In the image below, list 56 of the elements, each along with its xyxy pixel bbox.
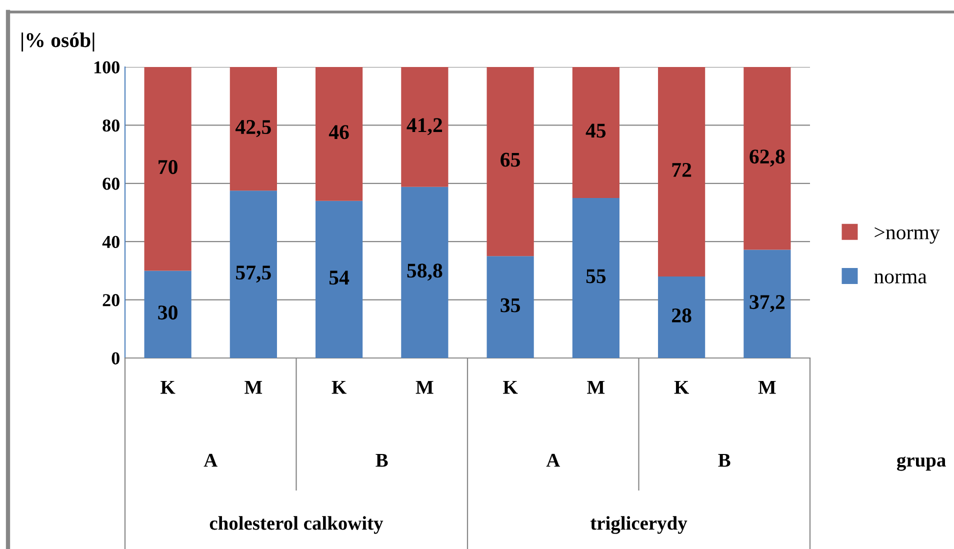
bar [401, 186, 448, 358]
y-tick-label: 80 [102, 119, 120, 132]
bar [744, 67, 791, 250]
x-tick-label: M [758, 380, 776, 394]
bar [230, 190, 277, 358]
y-tick-label: 40 [102, 236, 120, 248]
y-tick-label: 20 [102, 294, 120, 306]
x-tick-label: K [503, 380, 518, 394]
data-label: 37,2 [750, 295, 785, 312]
y-tick-label: 60 [102, 178, 120, 190]
bar [144, 67, 192, 271]
bar [401, 67, 448, 187]
data-label: 41,2 [406, 118, 442, 136]
x-tick-label: M [244, 380, 262, 394]
bar [144, 270, 192, 358]
x-tick-label: K [160, 380, 176, 394]
x-tick-label: K [332, 380, 346, 394]
bar [658, 67, 706, 277]
data-label: 35 [500, 298, 520, 312]
bar [486, 67, 534, 256]
data-label: 62,8 [750, 150, 785, 167]
data-label: 28 [672, 308, 692, 322]
x-tick-label: M [416, 380, 434, 394]
y-tick-label: 100 [94, 61, 120, 74]
bar [572, 198, 620, 358]
bar [572, 67, 620, 198]
bar [316, 67, 363, 201]
text: B [376, 454, 388, 467]
data-label: 55 [586, 269, 606, 284]
text: grupa [896, 456, 946, 471]
legend-label: norma [874, 273, 927, 284]
bar [230, 67, 277, 191]
bar [744, 250, 791, 358]
data-label: 30 [158, 306, 178, 320]
x-tick-label: M [587, 380, 605, 394]
data-label: 42,5 [235, 120, 271, 138]
legend-label: >normy [874, 227, 940, 244]
text: B [718, 454, 730, 467]
data-label: 70 [158, 160, 178, 174]
text: triglicerydy [590, 516, 688, 534]
data-label: 45 [586, 124, 606, 138]
text: cholesterol calkowity [210, 516, 384, 534]
data-label: 65 [500, 152, 520, 167]
data-label: 58,8 [407, 264, 442, 281]
data-label: 54 [329, 270, 350, 285]
x-tick-label: K [674, 380, 689, 394]
text: A [546, 454, 560, 467]
y-tick-label: 0 [112, 352, 120, 364]
data-label: 46 [328, 125, 349, 140]
data-label: 72 [672, 162, 692, 177]
data-label: 57,5 [236, 266, 271, 283]
bar [316, 200, 363, 358]
bar [486, 256, 534, 358]
text: A [204, 454, 218, 467]
y-axis-title: |% osób| [22, 32, 94, 52]
bar [658, 276, 706, 358]
